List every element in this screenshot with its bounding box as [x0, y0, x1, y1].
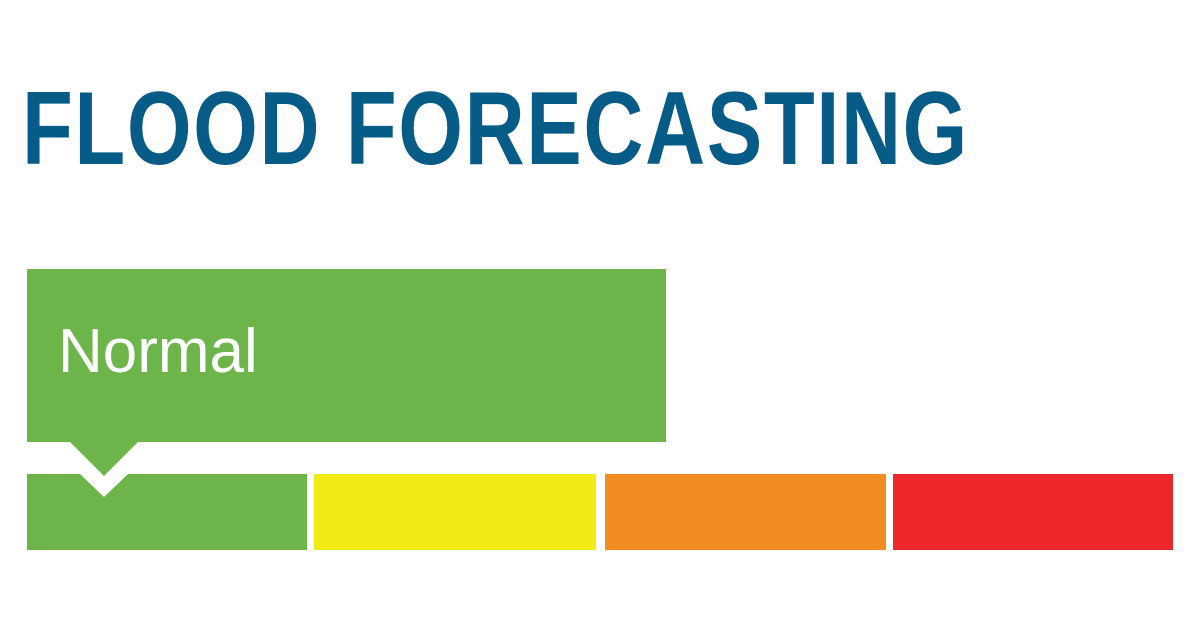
pointer-tip — [70, 442, 138, 476]
level-bar-normal — [27, 474, 307, 550]
status-card: Normal — [27, 269, 666, 442]
level-bar-yellow — [314, 474, 596, 550]
page-title: FLOOD FORECASTING — [22, 71, 969, 187]
status-label: Normal — [58, 317, 258, 386]
level-bar-red — [893, 474, 1173, 550]
level-bar-orange — [605, 474, 886, 550]
